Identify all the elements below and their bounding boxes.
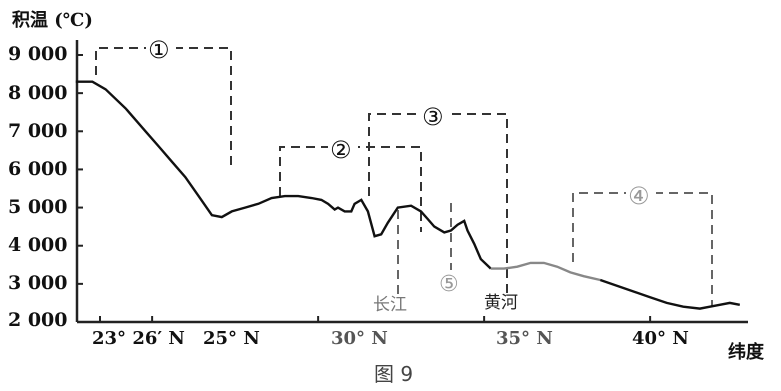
accumulated-temperature-line-faded — [490, 261, 601, 282]
x-axis-title: 纬度 — [728, 341, 765, 363]
y-tick-label: 8 000 — [8, 82, 68, 104]
y-tick-label: 3 000 — [8, 272, 68, 294]
region-label-4: ④ — [628, 182, 650, 210]
x-tick-label: 35° N — [496, 328, 553, 349]
x-tick-label: 25° N — [203, 328, 260, 349]
y-tick-label: 9 000 — [8, 43, 68, 65]
region-box-2 — [279, 146, 422, 232]
x-tick-label: 30° N — [331, 328, 388, 349]
y-tick-label: 6 000 — [8, 158, 68, 180]
region-box-3 — [368, 113, 508, 296]
region-label-2: ② — [330, 136, 352, 164]
yellow-river-label: 黄河 — [484, 293, 518, 313]
figure-caption: 图 9 — [374, 362, 413, 386]
region-label-1: ① — [148, 36, 170, 64]
accumulated-temperature-line — [75, 80, 492, 270]
y-tick-label: 4 000 — [8, 234, 68, 256]
y-tick-label: 7 000 — [8, 120, 68, 142]
region-box-1 — [95, 47, 232, 167]
region-label-3: ③ — [422, 103, 444, 131]
y-axis-title: 积温 (℃) — [12, 10, 93, 31]
y-tick-label: 5 000 — [8, 196, 68, 218]
marker-5-label: ⑤ — [439, 272, 459, 297]
accumulated-temperature-line-tail — [599, 278, 741, 310]
y-tick-label: 2 000 — [8, 309, 68, 331]
x-tick-label: 23° 26′ N — [92, 328, 185, 349]
yangtze-river-label: 长江 — [373, 295, 407, 315]
x-tick-label: 40° N — [632, 328, 689, 349]
